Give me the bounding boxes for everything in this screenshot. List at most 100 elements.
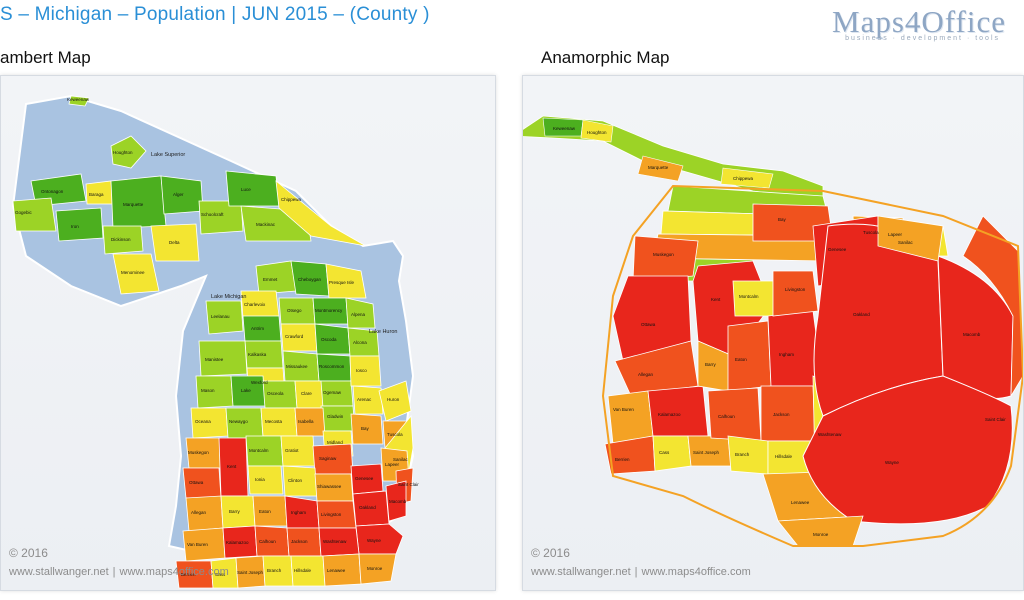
- county-huron[interactable]: [378, 380, 412, 422]
- label-crawford: Crawford: [285, 334, 304, 339]
- label-allegan: Allegan: [191, 510, 207, 515]
- county-chippewa[interactable]: [275, 180, 367, 247]
- label-montcalm: Montcalm: [249, 448, 269, 453]
- link-maps4office[interactable]: www.maps4office.com: [119, 566, 229, 578]
- link-maps4office[interactable]: www.maps4office.com: [641, 566, 751, 578]
- label-berrien: Berrien: [181, 572, 196, 577]
- ana-kalamazoo[interactable]: [647, 385, 709, 437]
- ana-eaton[interactable]: [727, 320, 772, 392]
- ana-label-sanilac: Sanilac: [898, 240, 914, 245]
- county-alpena[interactable]: [345, 297, 376, 329]
- label-mecosta: Mecosta: [265, 419, 283, 424]
- county-iosco[interactable]: [349, 355, 382, 387]
- ana-monroe[interactable]: [777, 515, 864, 547]
- county-arenac[interactable]: [352, 385, 384, 415]
- ana-label-lapeer: Lapeer: [888, 232, 903, 237]
- ana-label-washtenaw: Washtenaw: [818, 432, 842, 437]
- county-gogebic[interactable]: [12, 197, 57, 232]
- ana-up-b[interactable]: [580, 119, 614, 143]
- anamorphic-county-labels: Muskegon Ottawa Kent Allegan Van Buren K…: [553, 126, 1006, 537]
- label-branch: Branch: [267, 568, 282, 573]
- county-delta[interactable]: [150, 223, 200, 262]
- label-oscoda: Oscoda: [321, 337, 337, 342]
- ana-label-kalamazoo: Kalamazoo: [658, 412, 681, 417]
- ana-livingston[interactable]: [772, 270, 819, 317]
- ana-label-st-clair: Saint Clair: [985, 417, 1006, 422]
- ana-label-keweenaw: Keweenaw: [553, 126, 576, 131]
- ana-label-ottawa: Ottawa: [641, 322, 656, 327]
- label-emmet: Emmet: [263, 277, 278, 282]
- page-title: S – Michigan – Population | JUN 2015 – (…: [0, 4, 430, 25]
- ana-st-clair[interactable]: [962, 215, 1023, 398]
- county-iron[interactable]: [55, 207, 104, 242]
- ana-label-cass: Cass: [659, 450, 670, 455]
- ana-label-oakland: Oakland: [853, 312, 870, 317]
- ana-wayne[interactable]: [802, 375, 1013, 525]
- label-lenawee: Lenawee: [327, 568, 346, 573]
- link-stallwanger[interactable]: www.stallwanger.net: [531, 566, 631, 578]
- county-menominee[interactable]: [112, 253, 160, 295]
- label-mason: Mason: [201, 388, 215, 393]
- ana-up-d[interactable]: [720, 167, 774, 189]
- county-ontonagon[interactable]: [30, 173, 87, 207]
- label-oceana: Oceana: [195, 419, 211, 424]
- label-gladwin: Gladwin: [327, 414, 344, 419]
- county-bay[interactable]: [350, 413, 384, 445]
- county-schoolcraft[interactable]: [198, 200, 244, 235]
- label-montmorency: Montmorency: [315, 308, 343, 313]
- label-marquette: Marquette: [123, 202, 144, 207]
- lower-peninsula: [175, 260, 414, 589]
- ana-label-houghton: Houghton: [587, 130, 607, 135]
- ana-label-calhoun: Calhoun: [718, 414, 735, 419]
- ana-label-barry: Barry: [705, 362, 717, 367]
- label-kalamazoo: Kalamazoo: [226, 540, 249, 545]
- footer-links: www.stallwanger.net | www.maps4office.com: [531, 566, 751, 578]
- county-houghton[interactable]: [110, 135, 147, 169]
- county-dickinson[interactable]: [102, 225, 144, 255]
- county-monroe[interactable]: [358, 553, 397, 585]
- label-muskegon: Muskegon: [188, 450, 209, 455]
- county-presque-isle[interactable]: [325, 263, 367, 299]
- label-alger: Alger: [173, 192, 184, 197]
- ana-label-macomb: Macomb: [963, 332, 981, 337]
- label-monroe: Monroe: [367, 566, 383, 571]
- label-keweenaw: Keweenaw: [67, 97, 90, 102]
- label-oakland: Oakland: [359, 505, 376, 510]
- label-ottawa: Ottawa: [189, 480, 204, 485]
- label-roscommon: Roscommon: [319, 364, 345, 369]
- county-manistee[interactable]: [198, 340, 248, 377]
- link-stallwanger[interactable]: www.stallwanger.net: [9, 566, 109, 578]
- ana-van-buren[interactable]: [607, 390, 654, 445]
- ana-label-bay: Bay: [778, 217, 787, 222]
- ana-lapeer[interactable]: [877, 215, 944, 262]
- label-antrim: Antrim: [251, 326, 264, 331]
- label-clinton: Clinton: [288, 478, 303, 483]
- link-separator: |: [634, 566, 638, 578]
- ana-muskegon[interactable]: [632, 235, 699, 282]
- ana-label-ingham: Ingham: [779, 352, 794, 357]
- anamorphic-east: [777, 215, 1023, 547]
- county-leelanau[interactable]: [205, 300, 244, 335]
- label-iosco: Iosco: [356, 368, 367, 373]
- county-keweenaw[interactable]: [68, 95, 90, 107]
- county-ionia[interactable]: [247, 465, 284, 495]
- county-luce[interactable]: [225, 170, 280, 207]
- lambert-map-title: ambert Map: [0, 48, 91, 67]
- label-gratiot: Gratiot: [285, 448, 299, 453]
- label-newaygo: Newaygo: [229, 419, 248, 424]
- label-delta: Delta: [169, 240, 180, 245]
- ana-label-monroe: Monroe: [813, 532, 829, 537]
- lake-michigan-label: Lake Michigan: [211, 294, 246, 300]
- ana-up-c[interactable]: [637, 155, 684, 182]
- label-mackinac: Mackinac: [256, 222, 276, 227]
- ana-label-hillsdale: Hillsdale: [775, 454, 793, 459]
- label-baraga: Baraga: [89, 192, 104, 197]
- label-jackson: Jackson: [291, 539, 308, 544]
- ana-label-chippewa: Chippewa: [733, 176, 754, 181]
- label-ingham: Ingham: [291, 510, 306, 515]
- label-wayne: Wayne: [367, 538, 381, 543]
- county-macomb[interactable]: [385, 480, 407, 522]
- label-tuscola: Tuscola: [387, 432, 403, 437]
- label-midland: Midland: [327, 440, 343, 445]
- label-macomb: Macomb: [389, 499, 407, 504]
